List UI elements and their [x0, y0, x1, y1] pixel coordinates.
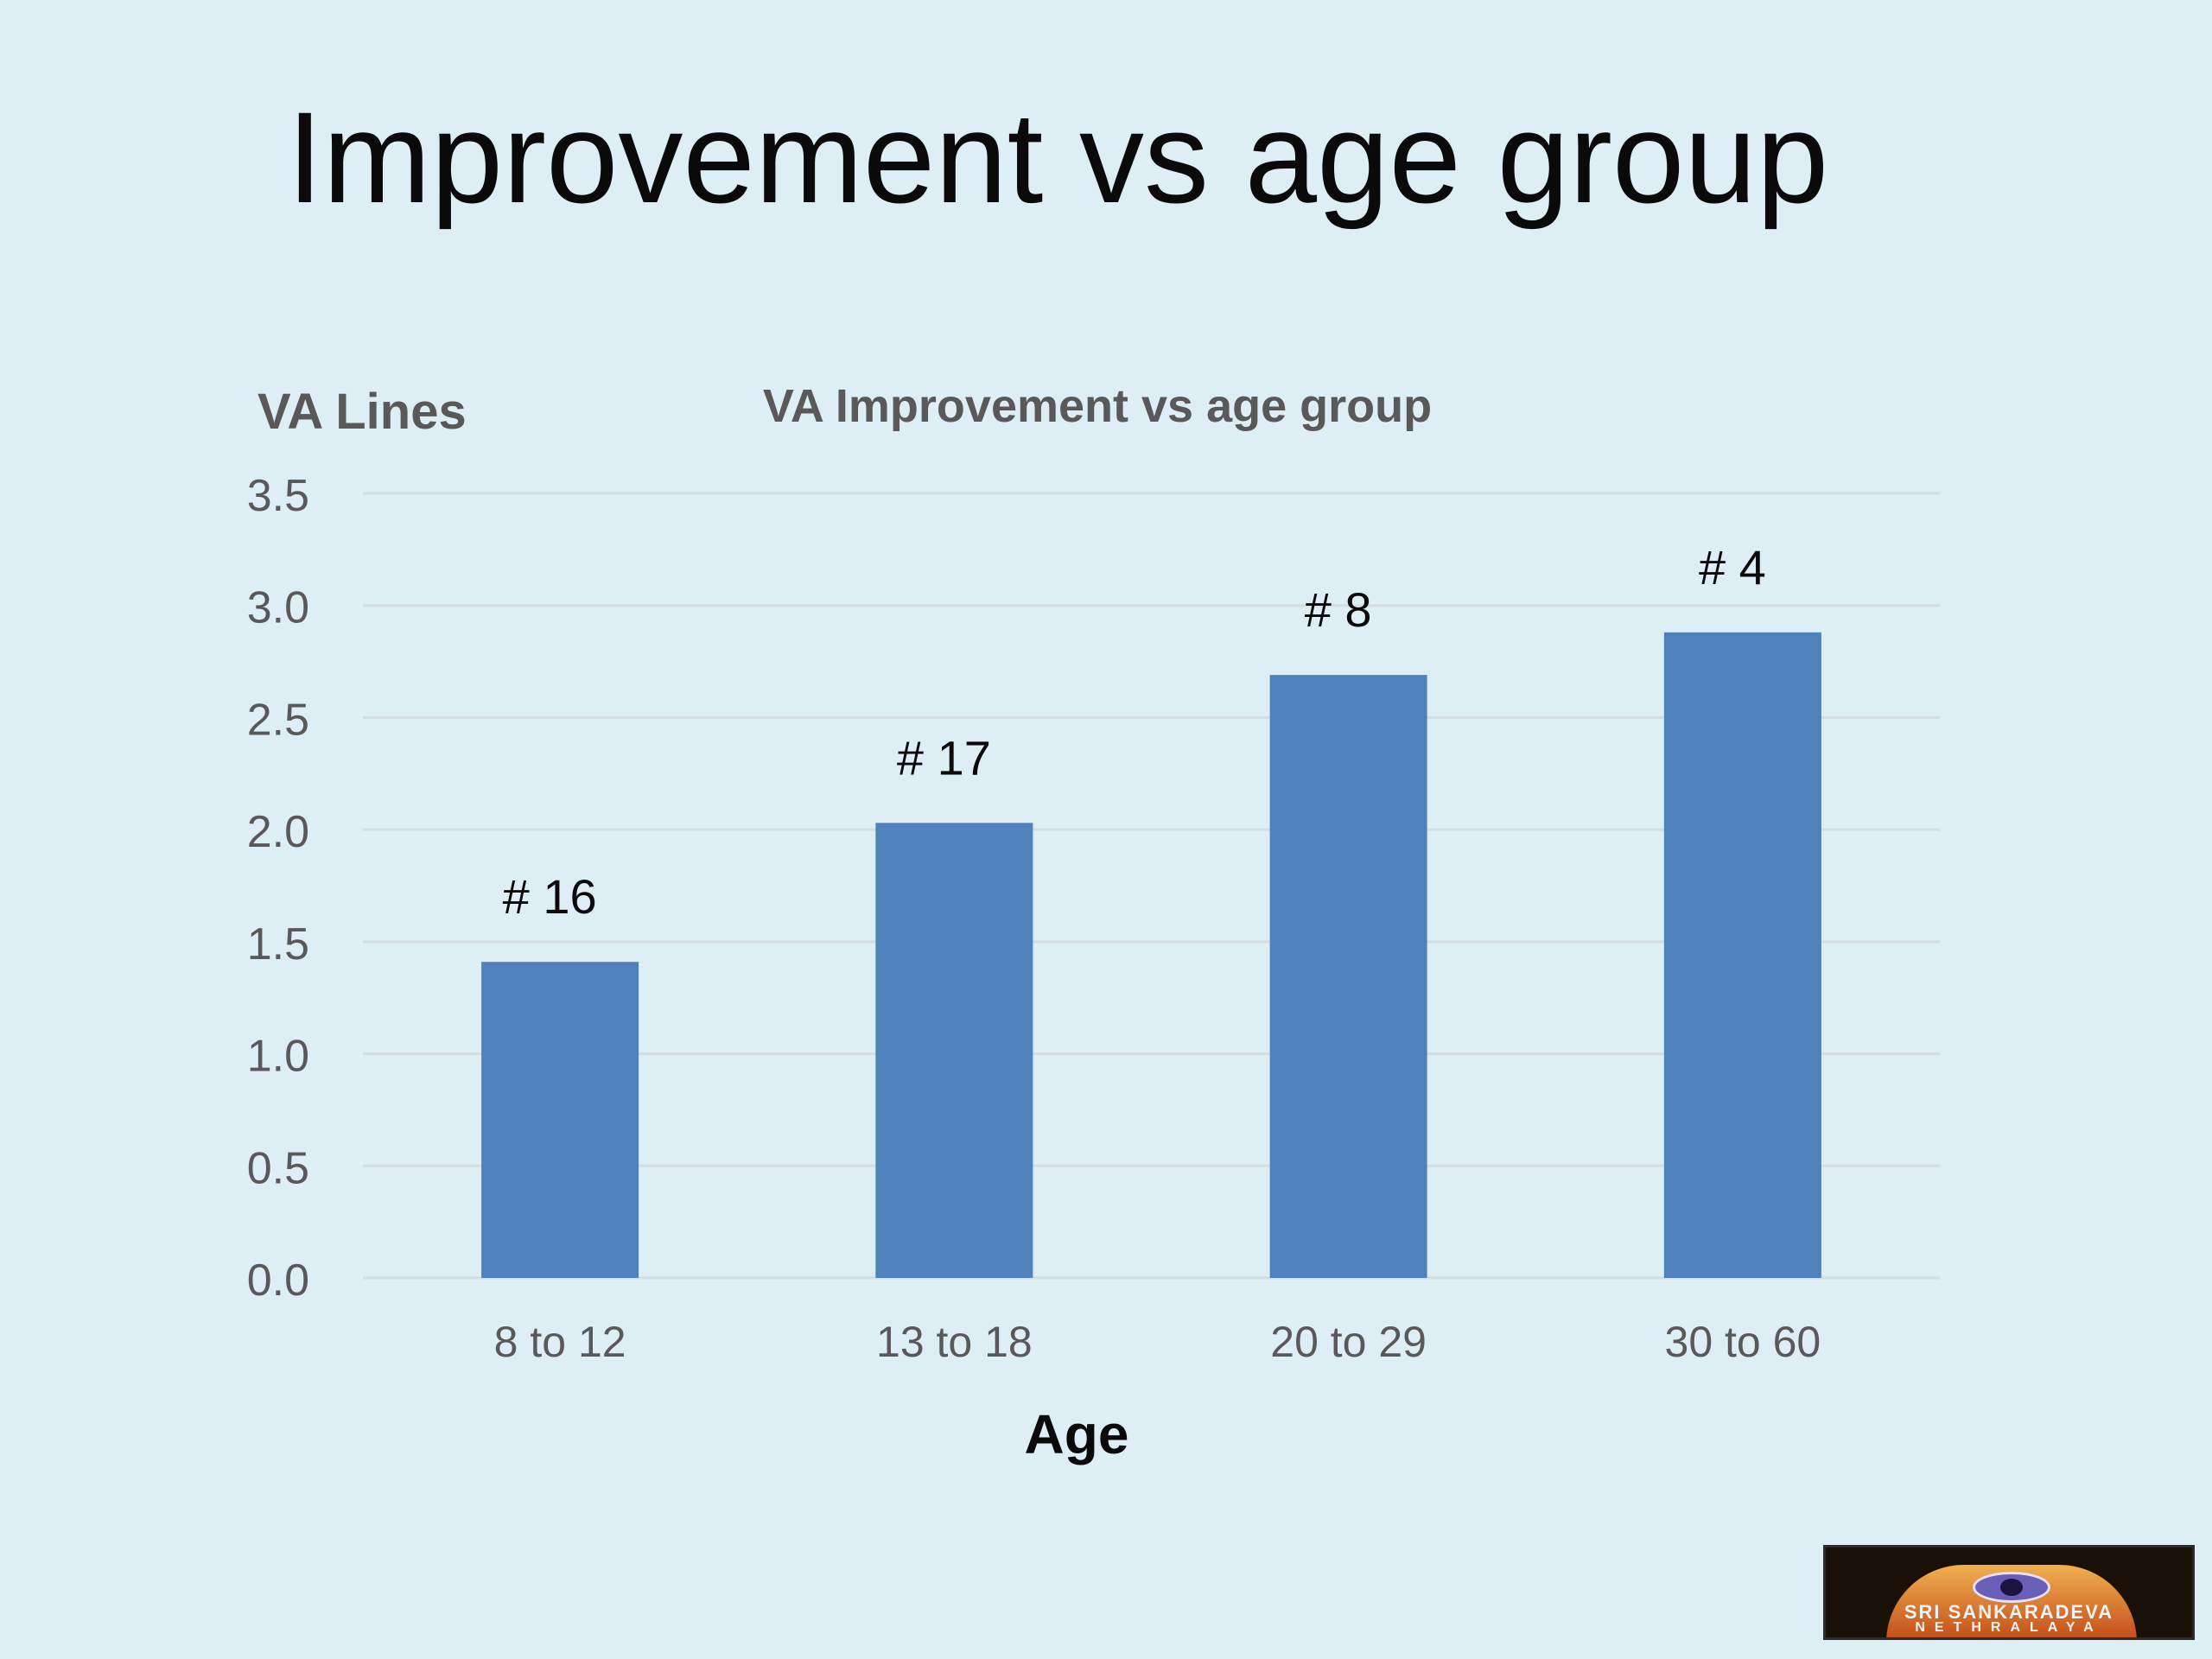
y-tick-label: 3.0 [247, 583, 309, 633]
institution-logo: SRI SANKARADEVA NETHRALAYA [1823, 1545, 2195, 1640]
x-tick-label: 8 to 12 [494, 1318, 626, 1366]
bar-13-to-18 [875, 823, 1033, 1278]
x-tick-label: 13 to 18 [876, 1318, 1033, 1366]
bar-data-label: # 16 [503, 869, 597, 924]
x-axis-ticks: 8 to 12 13 to 18 20 to 29 30 to 60 [494, 1318, 1821, 1366]
x-axis-title: Age [1025, 1403, 1129, 1465]
bars [481, 632, 1821, 1278]
logo-text-line1: SRI SANKARADEVA [1904, 1601, 2114, 1623]
bar-20-to-29 [1269, 675, 1427, 1278]
bar-data-label: # 4 [1699, 540, 1766, 594]
x-tick-label: 20 to 29 [1270, 1318, 1427, 1366]
chart-title: VA Improvement vs age group [763, 380, 1432, 432]
y-tick-label: 2.5 [247, 695, 309, 745]
y-tick-label: 0.5 [247, 1143, 309, 1193]
bar-30-to-60 [1663, 632, 1821, 1278]
logo-text-line2: NETHRALAYA [1915, 1620, 2103, 1635]
bar-data-label: # 17 [897, 730, 991, 785]
bar-8-to-12 [481, 962, 639, 1278]
bar-data-label: # 8 [1305, 582, 1372, 637]
y-tick-label: 0.0 [247, 1255, 309, 1306]
eye-pupil [2000, 1579, 2023, 1596]
y-axis-title: VA Lines [257, 384, 467, 440]
x-tick-label: 30 to 60 [1665, 1318, 1821, 1366]
slide-title: Improvement vs age group [287, 85, 1829, 230]
y-tick-label: 1.0 [247, 1032, 309, 1082]
y-tick-label: 3.5 [247, 471, 309, 521]
y-tick-label: 1.5 [247, 919, 309, 969]
bar-data-labels: # 16 # 17 # 8 # 4 [503, 540, 1766, 924]
y-tick-label: 2.0 [247, 807, 309, 857]
y-axis-ticks: 0.0 0.5 1.0 1.5 2.0 2.5 3.0 3.5 [247, 471, 309, 1306]
